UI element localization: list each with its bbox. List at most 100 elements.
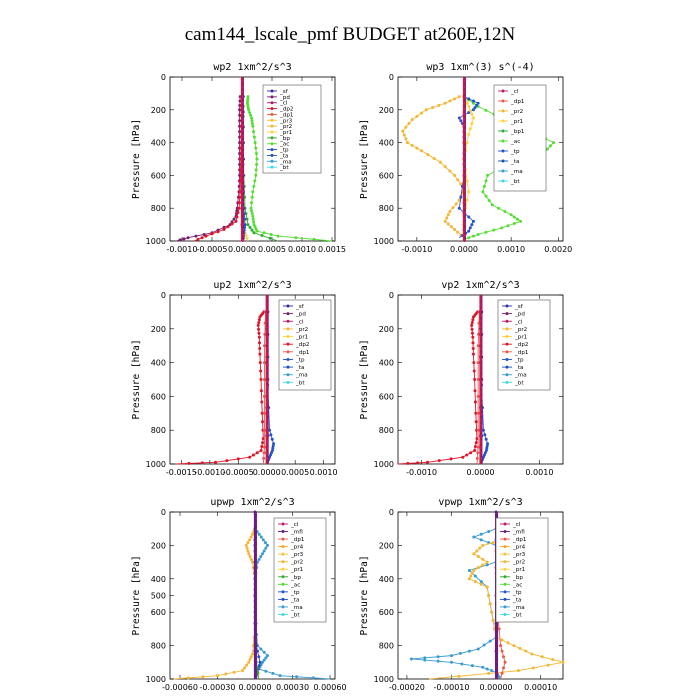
series-point-pr2 [481,557,485,561]
series-point-pr2 [456,178,460,182]
series-point-pr2 [415,146,419,150]
series-point-pr2 [431,106,435,110]
series-point-bp [248,225,252,229]
near-zero-point [241,211,244,215]
series-point-pr2 [420,111,424,115]
series-point-tp [467,111,471,115]
legend-entry: _ta [512,597,521,603]
near-zero-point [495,641,499,644]
series-point-pr1 [245,236,249,240]
legend-marker [270,124,274,128]
legend-entry: _dp1 [279,112,294,118]
legend-marker [270,148,274,152]
legend-marker [286,357,290,361]
legend-marker [281,530,285,534]
series-point-ac [248,111,252,115]
series-point-ac [471,234,475,238]
near-zero-point [479,435,483,438]
near-zero-point [495,663,499,666]
legend-entry: _bt [279,165,289,171]
legend-marker [281,560,285,564]
series-point-tp [483,433,487,437]
near-zero-point [254,514,257,518]
series-point-ac [484,108,488,112]
near-zero-point [254,641,257,644]
series-point-pr1 [467,132,471,136]
legend-entry: _tp [295,357,305,363]
near-zero-point [241,112,244,116]
series-point-ma [259,647,263,651]
y-axis-label: Pressure [hPa] [359,555,370,635]
near-zero-point [265,396,269,400]
near-zero-point [241,222,244,226]
near-zero-point [241,156,244,160]
series-point-pr2 [446,222,450,226]
series-point-ma [450,660,454,664]
legend-entry: _pr1 [514,335,528,341]
series-point-ac [467,236,471,240]
legend-marker [503,530,507,534]
series-point-tp [457,116,461,120]
y-axis-label: Pressure [hPa] [131,119,142,199]
series-point-tp [484,437,488,441]
legend-marker [281,567,285,571]
series-point-dp2 [425,460,429,464]
series-point-dp2 [230,222,234,226]
legend-marker [281,605,285,609]
legend-entry: _pr1 [295,335,309,341]
series-point-ac [294,236,298,240]
series-point-ac [254,168,258,172]
series-point-ac [251,217,255,221]
near-zero-point [479,308,483,312]
legend-entry: _dp1 [510,99,525,105]
series-point-tp [269,453,273,457]
series-point-ac [252,135,256,139]
legend-marker [503,612,507,616]
legend: _sf _pd_cl _pr2 _pr1_dp2 _dp1_tp _ta _ma_bt [497,299,551,391]
series-point-dp1 [502,655,506,659]
series-point-dp2 [196,237,200,241]
panel-title: wp2 1xm^2/s^3 [213,62,291,73]
series-point-pr2 [244,543,248,547]
series-point-ac [254,152,258,156]
series-point-pr2 [243,666,247,670]
near-zero-point [254,663,257,666]
series-point-dp1 [262,428,266,432]
series-point-pr2 [457,95,461,99]
legend-entry: _pr4 [512,545,526,551]
near-zero-point [463,118,466,121]
series-point-dp2 [469,451,473,455]
legend-marker [503,605,507,609]
legend: _cl _dp1 _pr2 _pr1 _bp1 _ac _tp _ta _ma _bt [493,84,547,192]
series-point-pr2 [481,563,485,567]
legend-entry: _ta [290,597,299,603]
near-zero-point [479,303,483,306]
series-point-tp [268,455,272,459]
x-tick-label: 0.0020 [544,245,572,254]
series-point-pr2 [490,610,494,614]
series-point-tp [268,428,272,432]
series-point-dp2 [237,201,241,205]
series-point-ma [423,658,427,662]
series-point-ac [252,130,256,134]
near-zero-point [463,184,466,187]
series-point-ac [262,231,266,235]
series-point-dp1 [502,666,506,670]
series-point-tp [471,219,475,223]
series-line-dp2 [397,311,478,465]
near-zero-point [254,536,257,540]
legend-marker [281,522,285,526]
x-tick-label: -0.0010 [401,245,432,254]
series-point-pr2 [402,133,406,137]
near-zero-point [241,217,244,220]
series-point-dp1 [476,451,480,455]
near-zero-point [265,336,269,339]
legend-entry: _pr2 [295,327,308,333]
series-point-ac [254,173,258,177]
legend-marker [281,575,285,579]
series-point-tp [485,444,489,448]
series-point-dp1 [262,445,266,449]
legend-marker [270,130,274,134]
series-point-pr2 [487,671,491,675]
legend-entry: _bt [295,380,305,386]
